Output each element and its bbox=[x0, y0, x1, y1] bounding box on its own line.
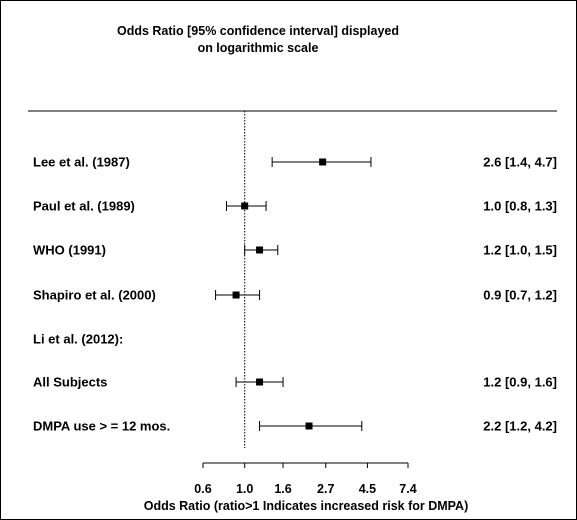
estimate-text: 2.6 [1.4, 4.7] bbox=[483, 155, 557, 170]
chart-title-line-2: on logarithmic scale bbox=[198, 41, 319, 55]
row-label: WHO (1991) bbox=[33, 243, 106, 258]
row-label: All Subjects bbox=[33, 375, 107, 390]
x-tick-label: 0.6 bbox=[194, 482, 211, 496]
estimate-text: 0.9 [0.7, 1.2] bbox=[483, 288, 557, 303]
x-axis-label: Odds Ratio (ratio>1 Indicates increased … bbox=[144, 499, 469, 513]
x-tick-label: 2.7 bbox=[317, 482, 334, 496]
forest-rows: Lee et al. (1987) 2.6 [1.4, 4.7] Paul et a… bbox=[33, 111, 557, 448]
estimate-text: 2.2 [1.2, 4.2] bbox=[483, 419, 557, 434]
x-tick-label: 1.0 bbox=[236, 482, 253, 496]
point-estimate bbox=[256, 246, 264, 254]
x-tick-label: 1.6 bbox=[274, 482, 291, 496]
row-label: Li et al. (2012): bbox=[33, 332, 123, 347]
x-tick-label: 4.5 bbox=[359, 482, 376, 496]
x-tick-label: 7.4 bbox=[399, 482, 416, 496]
chart-title-line-1: Odds Ratio [95% confidence interval] dis… bbox=[117, 24, 399, 38]
point-estimate bbox=[256, 378, 264, 386]
row-label: Lee et al. (1987) bbox=[33, 155, 130, 170]
x-axis: 0.6 1.0 1.6 2.7 4.5 7.4 bbox=[194, 462, 417, 496]
estimate-text: 1.0 [0.8, 1.3] bbox=[483, 199, 557, 214]
point-estimate bbox=[232, 291, 240, 299]
row-label: DMPA use > = 12 mos. bbox=[33, 419, 170, 434]
estimate-text: 1.2 [0.9, 1.6] bbox=[483, 375, 557, 390]
row-label: Shapiro et al. (2000) bbox=[33, 288, 156, 303]
estimate-text: 1.2 [1.0, 1.5] bbox=[483, 243, 557, 258]
row-label: Paul et al. (1989) bbox=[33, 199, 135, 214]
point-estimate bbox=[241, 202, 249, 210]
point-estimate bbox=[305, 422, 313, 430]
point-estimate bbox=[319, 158, 327, 166]
